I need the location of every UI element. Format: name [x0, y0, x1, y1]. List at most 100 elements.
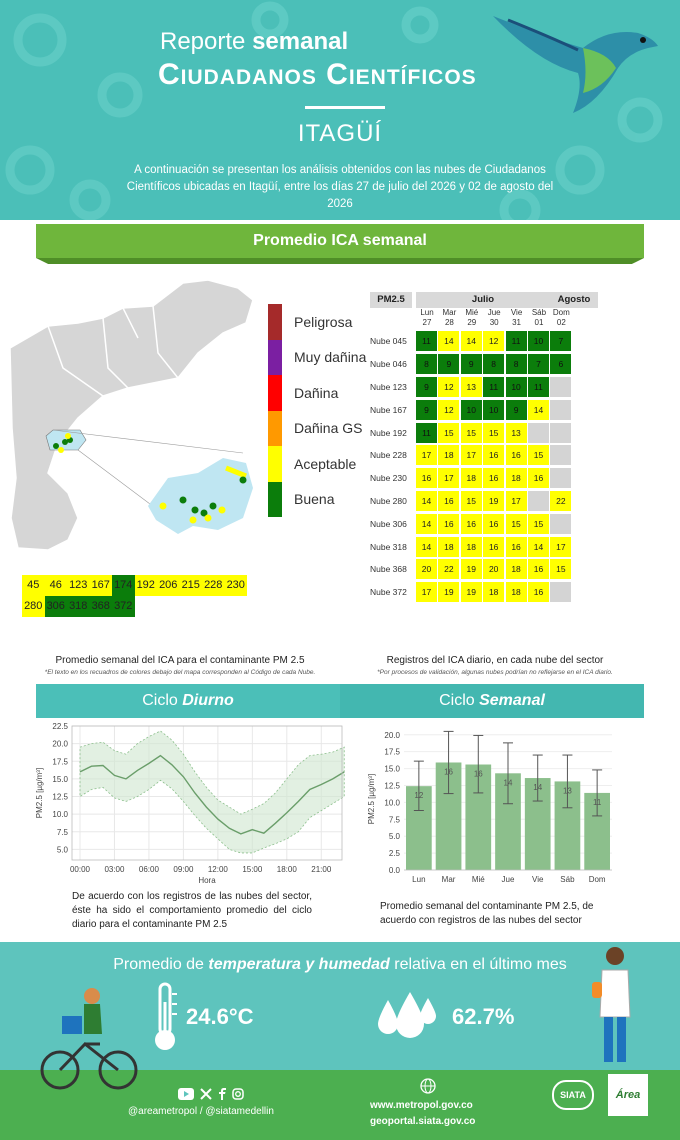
ica-cell: 19: [483, 490, 505, 511]
title-divider: [305, 106, 385, 109]
legend-label: Dañina: [294, 384, 339, 401]
x-tick-label: Vie: [532, 875, 544, 884]
y-tick-label: 20.0: [52, 740, 68, 749]
cloud-code: 215: [179, 575, 202, 596]
ica-cell: [550, 468, 572, 489]
table-row: Nube 192 11 15 15 15 13: [370, 421, 598, 444]
legend-swatch: [268, 304, 282, 340]
cloud-name: Nube 046: [370, 359, 407, 370]
cloud-code: 306: [44, 596, 67, 617]
humidity-drops-icon: [378, 992, 436, 1038]
social-handles[interactable]: @areametropol / @siatamedellin: [128, 1106, 274, 1117]
city-name: ITAGÜÍ: [297, 120, 383, 147]
y-tick-label: 22.5: [52, 722, 68, 731]
day-number: 29: [467, 318, 477, 327]
thermometer-icon: [155, 982, 177, 1050]
ica-cell: 17: [505, 490, 527, 511]
legend-swatch: [268, 375, 282, 411]
cloud-code: 46: [44, 575, 67, 596]
daily-cycle-header: Ciclo Diurno: [36, 684, 340, 718]
ica-cell: 11: [416, 422, 437, 443]
x-tick-label: 21:00: [311, 865, 332, 874]
bar-value-label: 16: [474, 770, 483, 779]
ica-legend: Peligrosa Muy dañina Dañina Dañina GS Acepta…: [268, 304, 366, 517]
ica-cell: 20: [483, 559, 505, 580]
legend-label: Aceptable: [294, 455, 357, 472]
ica-cell: 16: [460, 513, 482, 534]
ica-cell: [550, 376, 572, 397]
day-header: Sáb 01: [528, 308, 550, 330]
day-name: Sáb: [531, 308, 547, 317]
ica-cell: 8: [416, 354, 437, 375]
ica-cell: 16: [438, 513, 460, 534]
map-caption: Promedio semanal del ICA para el contami…: [55, 655, 305, 666]
y-tick-label: 7.5: [57, 828, 69, 837]
ica-cell: 14: [416, 513, 437, 534]
cloud-name: Nube 318: [370, 541, 407, 552]
ica-cell: 11: [527, 376, 549, 397]
day-header: Jue 30: [483, 308, 505, 330]
bar-value-label: 14: [533, 783, 542, 792]
ica-cell: 16: [505, 445, 527, 466]
footer: Promedio de temperatura y humedad relati…: [0, 942, 680, 1140]
ica-cell: 11: [505, 331, 527, 352]
cloud-code: 174: [112, 575, 135, 596]
scientist-illustration-icon: [592, 947, 631, 1062]
ica-cell: [527, 490, 549, 511]
ica-cell: 10: [460, 399, 482, 420]
ica-cell: 15: [550, 559, 572, 580]
siata-geoportal-link[interactable]: geoportal.siata.gov.co: [370, 1116, 476, 1127]
ica-cell: 16: [527, 468, 549, 489]
cloud-code: 318: [67, 596, 90, 617]
legend-item: Aceptable: [268, 446, 366, 482]
ica-cell: 18: [505, 582, 527, 603]
y-tick-label: 12.5: [384, 781, 400, 790]
map-note: *El texto en los recuadros de colores de…: [44, 669, 316, 676]
bar-value-label: 14: [504, 778, 513, 787]
ica-cell: 11: [483, 376, 505, 397]
table-days: Lun 27 Mar 28 Mié 29 Jue 30 Vie 31 Sáb 01 Dom 02: [416, 308, 598, 330]
ica-cell: 14: [416, 490, 437, 511]
ica-cell: 9: [438, 354, 460, 375]
facebook-icon[interactable]: [218, 1088, 226, 1100]
report-description: A continuación se presentan los análisis…: [126, 164, 554, 210]
globe-icon: [420, 1078, 436, 1094]
report-brand: Ciudadanos Científicos: [158, 58, 477, 91]
ica-cell: 15: [483, 422, 505, 443]
ica-cell: 7: [527, 354, 549, 375]
cloud-code: 280: [22, 596, 45, 617]
instagram-icon[interactable]: [232, 1088, 244, 1100]
y-tick-label: 5.0: [389, 832, 401, 841]
mean-line: [79, 754, 345, 835]
legend-item: Peligrosa: [268, 304, 366, 340]
y-tick-label: 10.0: [384, 798, 400, 807]
ica-cell: 17: [550, 536, 572, 557]
banner-shadow: [36, 258, 644, 264]
month-header-agosto: Agosto: [550, 292, 598, 308]
x-tick-label: Mié: [472, 875, 485, 884]
y-tick-label: 12.5: [52, 793, 68, 802]
legend-swatch: [268, 481, 282, 517]
ica-cell: 18: [505, 559, 527, 580]
bar-value-label: 12: [414, 791, 423, 800]
x-icon[interactable]: [200, 1088, 212, 1100]
weekly-cycle-text: Promedio semanal del contaminante PM 2.5…: [380, 901, 594, 926]
table-row: Nube 368 20 22 19 20 18 16 15: [370, 558, 598, 581]
metropol-link[interactable]: www.metropol.gov.co: [370, 1100, 473, 1111]
ica-cell: 19: [438, 582, 460, 603]
x-tick-label: Lun: [412, 875, 425, 884]
ica-cell: 16: [483, 536, 505, 557]
cloud-code: 123: [67, 575, 90, 596]
ica-cell: 12: [438, 376, 460, 397]
day-name: Dom: [552, 308, 570, 317]
ica-cell: 16: [438, 490, 460, 511]
ica-cell: 15: [460, 422, 482, 443]
youtube-icon[interactable]: [178, 1088, 194, 1100]
cloud-name: Nube 306: [370, 518, 407, 529]
area-metropolitana-logo: Área: [608, 1074, 648, 1116]
ica-cell: 15: [505, 513, 527, 534]
ica-cell: 16: [527, 582, 549, 603]
ica-daily-table: PM2.5 Julio Agosto Lun 27 Mar 28 Mié 29 Jue 30 V…: [370, 292, 598, 604]
table-row: Nube 306 14 16 16 16 15 15: [370, 512, 598, 535]
x-tick-label: 03:00: [104, 865, 125, 874]
